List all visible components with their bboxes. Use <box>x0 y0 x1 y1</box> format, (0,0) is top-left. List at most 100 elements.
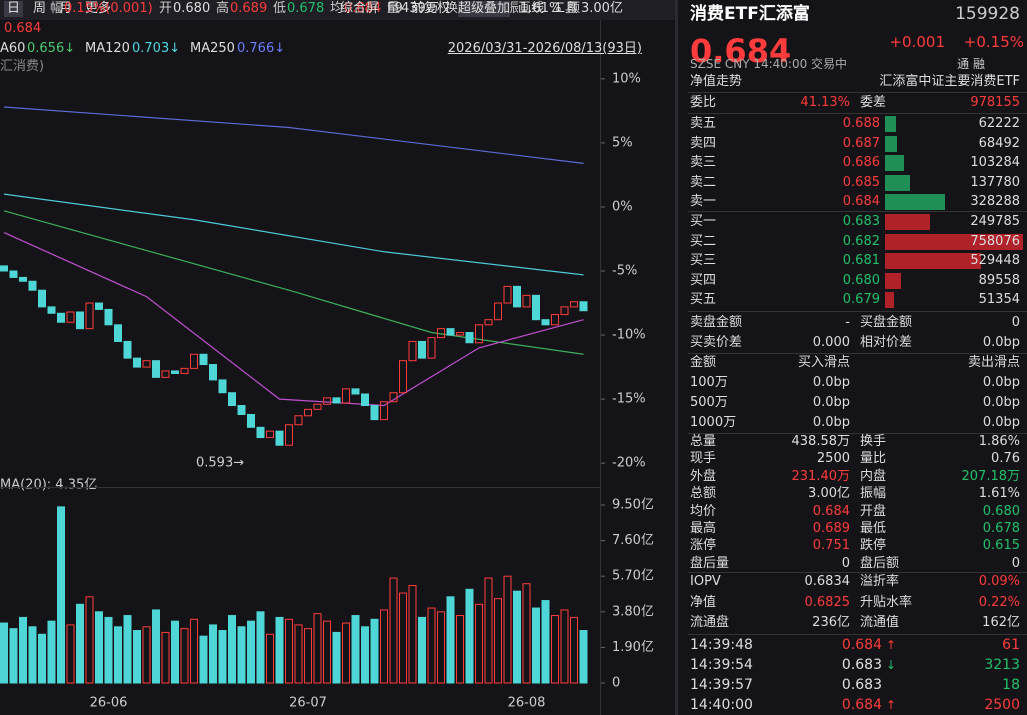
divider <box>675 0 678 715</box>
candle <box>484 319 493 326</box>
tick-time: 14:39:48 <box>690 637 753 653</box>
quote-label: 低 <box>273 1 287 16</box>
book-bar <box>885 174 911 191</box>
ma-label: MA250 <box>190 41 235 56</box>
volume-bar <box>513 590 521 684</box>
candle <box>161 370 170 378</box>
book-bar <box>885 272 902 289</box>
volume-bar <box>351 615 360 684</box>
candle <box>38 289 46 308</box>
candle <box>133 357 141 368</box>
value: 0.09% <box>978 574 1020 589</box>
volume-bar <box>389 577 398 684</box>
quote-label: 高 <box>216 1 230 16</box>
quote-value: 439万 <box>401 1 439 16</box>
chart: 10% 5% 0% -5% -10% -15% -20% 0.593→ MA(20): 4.35… <box>0 71 654 711</box>
candle <box>456 332 464 336</box>
period-tab[interactable]: 周 <box>33 1 47 16</box>
value: 41.13% <box>800 95 850 110</box>
volume-bar <box>228 615 236 684</box>
value: - <box>845 315 850 330</box>
candle <box>370 405 379 421</box>
volume-bar <box>446 596 455 684</box>
volume-bar <box>361 626 369 684</box>
table-cell: 0.0bp <box>982 395 1020 410</box>
quote-label: 量 <box>387 1 401 16</box>
candle <box>437 328 445 339</box>
tool-button[interactable]: 工具 <box>552 1 579 16</box>
tool-button[interactable]: 前复权 <box>411 1 451 16</box>
candle <box>513 285 521 308</box>
period-tab[interactable]: 日 <box>4 1 24 17</box>
candle <box>285 424 293 446</box>
nav-tab[interactable]: 净值走势 <box>690 74 743 89</box>
volume-bar <box>256 611 265 684</box>
value: 978155 <box>970 95 1020 110</box>
change: +0.001 <box>889 33 945 51</box>
label: 换手 <box>860 434 887 449</box>
y-tick-label: 1.90亿 <box>612 640 654 655</box>
volume-bar <box>541 600 550 684</box>
ma-label: A60 <box>0 41 26 56</box>
tick-volume: 3213 <box>984 657 1020 673</box>
tick-price: 0.684 <box>841 697 882 713</box>
y-tick-label: 0 <box>612 676 620 691</box>
sep <box>688 353 1027 354</box>
label: 卖盘金额 <box>690 315 743 330</box>
candle <box>66 311 75 323</box>
candle <box>446 328 455 336</box>
quote-value: 3.00亿 <box>581 1 623 16</box>
candle <box>418 340 426 359</box>
ma-label: MA120 <box>85 41 130 56</box>
ma-line <box>3 232 584 407</box>
book-label: 买三 <box>690 253 717 268</box>
table-cell: 0.0bp <box>812 375 850 390</box>
value: 2500 <box>816 451 850 467</box>
volume-bar <box>95 611 103 684</box>
volume-bar <box>38 633 46 684</box>
volume-bar <box>494 598 502 684</box>
candle <box>551 314 559 326</box>
candle <box>294 415 303 426</box>
ma-line <box>3 210 584 355</box>
candle <box>85 302 94 330</box>
axis-sep <box>600 20 601 715</box>
candle <box>76 311 84 330</box>
volume-bar <box>47 620 56 684</box>
value: 236亿 <box>812 615 850 630</box>
tool-button[interactable]: 综合屏 <box>340 1 380 16</box>
overlay-name: 汇消费) <box>0 59 45 74</box>
x-tick-label: 26-06 <box>90 696 128 711</box>
volume-bar <box>57 506 65 684</box>
volume-bar <box>570 616 578 684</box>
period-tab[interactable]: 月 <box>59 1 73 16</box>
label: 流通值 <box>860 615 900 630</box>
ma-line <box>3 106 584 164</box>
candle <box>399 360 407 394</box>
period-tab[interactable]: 更多 <box>85 1 112 16</box>
volume-bar <box>560 609 569 684</box>
quote-value: 0.678 <box>287 1 325 16</box>
volume-bar <box>104 616 113 684</box>
volume-bar <box>161 631 170 684</box>
candle <box>47 306 56 314</box>
tool-button[interactable]: 超级叠加 <box>458 1 511 17</box>
tool-button[interactable]: 画线 <box>518 1 545 16</box>
book-label: 买四 <box>690 272 717 288</box>
table-header: 买入滑点 <box>797 355 850 370</box>
full-name: 汇添富中证主要消费ETF <box>879 74 1020 89</box>
volume-bar <box>19 616 27 684</box>
table-cell: 500万 <box>690 395 728 410</box>
sep <box>688 113 1027 114</box>
label: 净值 <box>690 594 717 610</box>
ma-value: 0.656↓ <box>27 41 76 56</box>
book-bar <box>885 233 1023 250</box>
book-volume: 529448 <box>970 253 1020 268</box>
table-cell: 0.0bp <box>982 375 1020 390</box>
quote-value: 0.15%(0.001) <box>64 1 153 16</box>
tool-button[interactable]: F9 <box>387 1 403 16</box>
candle <box>19 276 27 282</box>
candle <box>522 294 531 308</box>
candle <box>9 270 18 278</box>
volume-bar <box>218 630 227 684</box>
